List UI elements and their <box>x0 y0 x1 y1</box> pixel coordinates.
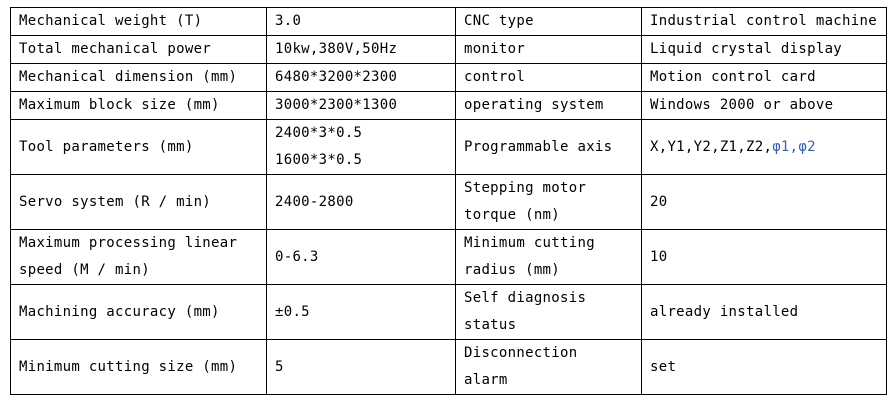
label-cell: Disconnection alarm <box>455 339 642 395</box>
label-cell: Servo system (R / min) <box>10 174 267 230</box>
value-cell: ±0.5 <box>266 284 456 340</box>
table-row: Machining accuracy (mm) ±0.5 Self diagno… <box>10 284 887 340</box>
value-cell: already installed <box>641 284 887 340</box>
label-cell: Maximum block size (mm) <box>10 91 267 120</box>
label-line: Disconnection <box>464 345 578 361</box>
value-line: 1600*3*0.5 <box>275 152 363 168</box>
label-line: Maximum processing linear <box>19 235 238 251</box>
label-cell: Mechanical weight (T) <box>10 7 267 36</box>
value-cell: 0-6.3 <box>266 229 456 285</box>
phi-axis-list: φ1,φ2 <box>772 138 816 155</box>
table-row: Maximum block size (mm) 3000*2300*1300 o… <box>10 91 887 120</box>
value-cell: Industrial control machine <box>641 7 887 36</box>
table-row: Servo system (R / min) 2400-2800 Steppin… <box>10 174 887 230</box>
label-cell: Mechanical dimension (mm) <box>10 63 267 92</box>
value-cell: 10 <box>641 229 887 285</box>
table-row: Minimum cutting size (mm) 5 Disconnectio… <box>10 339 887 395</box>
label-line: Minimum cutting <box>464 235 595 251</box>
label-cell: monitor <box>455 35 642 64</box>
table-row: Mechanical weight (T) 3.0 CNC type Indus… <box>10 7 887 36</box>
label-cell: Minimum cutting size (mm) <box>10 339 267 395</box>
value-line: 2400*3*0.5 <box>275 125 363 141</box>
value-cell: 3000*2300*1300 <box>266 91 456 120</box>
label-cell: Programmable axis <box>455 119 642 175</box>
value-cell: 20 <box>641 174 887 230</box>
value-cell: 2400*3*0.5 1600*3*0.5 <box>266 119 456 175</box>
label-line: status <box>464 317 517 333</box>
axis-list: X,Y1,Y2,Z1,Z2, <box>650 138 773 155</box>
value-cell: Motion control card <box>641 63 887 92</box>
label-cell: Machining accuracy (mm) <box>10 284 267 340</box>
value-cell: Windows 2000 or above <box>641 91 887 120</box>
value-cell: set <box>641 339 887 395</box>
value-cell: 6480*3200*2300 <box>266 63 456 92</box>
table-row: Tool parameters (mm) 2400*3*0.5 1600*3*0… <box>10 119 887 175</box>
label-cell: Stepping motor torque (nm) <box>455 174 642 230</box>
label-cell: Self diagnosis status <box>455 284 642 340</box>
label-line: Self diagnosis <box>464 290 587 306</box>
label-cell: Minimum cutting radius (mm) <box>455 229 642 285</box>
value-cell: 10kw,380V,50Hz <box>266 35 456 64</box>
label-line: alarm <box>464 372 508 388</box>
table-row: Total mechanical power 10kw,380V,50Hz mo… <box>10 35 887 64</box>
table-row: Mechanical dimension (mm) 6480*3200*2300… <box>10 63 887 92</box>
label-line: Stepping motor <box>464 180 587 196</box>
value-cell: 5 <box>266 339 456 395</box>
label-cell: operating system <box>455 91 642 120</box>
label-line: torque (nm) <box>464 207 561 223</box>
label-cell: Maximum processing linear speed (M / min… <box>10 229 267 285</box>
label-cell: CNC type <box>455 7 642 36</box>
table-row: Maximum processing linear speed (M / min… <box>10 229 887 285</box>
label-line: radius (mm) <box>464 262 561 278</box>
label-line: speed (M / min) <box>19 262 150 278</box>
label-cell: Total mechanical power <box>10 35 267 64</box>
value-cell: X,Y1,Y2,Z1,Z2,φ1,φ2 <box>641 119 887 175</box>
value-cell: 3.0 <box>266 7 456 36</box>
specifications-table: Mechanical weight (T) 3.0 CNC type Indus… <box>10 7 887 395</box>
value-cell: Liquid crystal display <box>641 35 887 64</box>
value-cell: 2400-2800 <box>266 174 456 230</box>
label-cell: control <box>455 63 642 92</box>
label-cell: Tool parameters (mm) <box>10 119 267 175</box>
